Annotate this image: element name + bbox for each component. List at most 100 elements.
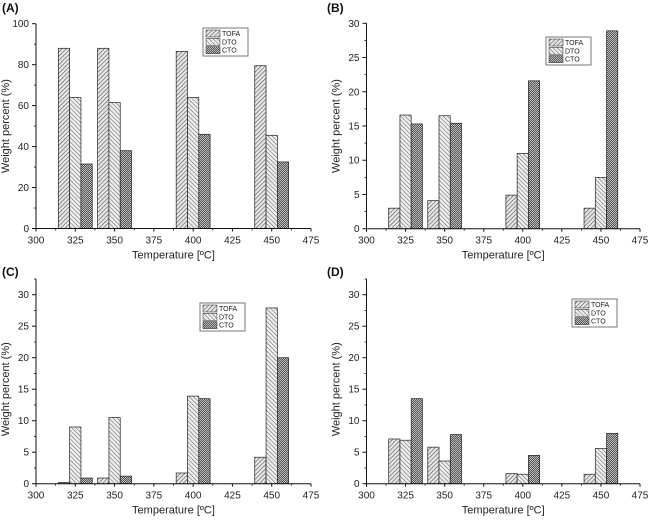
y-tick-label: 100: [12, 19, 29, 30]
legend-label-dto: DTO: [219, 314, 234, 321]
x-tick-label: 350: [106, 491, 123, 502]
y-tick-label: 80: [18, 60, 30, 71]
x-tick-label: 425: [554, 491, 571, 502]
bar-cto-400: [528, 80, 541, 230]
bar-cto-350: [119, 150, 132, 229]
x-tick-label: 375: [475, 236, 492, 247]
x-tick-label: 400: [514, 491, 531, 502]
x-axis-title: Temperature [ºC]: [132, 250, 215, 262]
y-tick-label: 25: [348, 322, 360, 333]
bar-cto-400: [528, 455, 541, 485]
x-tick-label: 375: [146, 236, 163, 247]
y-tick-label: 10: [18, 416, 30, 427]
x-tick-label: 475: [303, 491, 320, 502]
bar-tofa-450: [254, 65, 267, 229]
bar-dto-325: [399, 114, 412, 230]
bar-tofa-450: [583, 207, 596, 230]
legend-label-tofa: TOFA: [591, 302, 609, 309]
x-tick-label: 425: [224, 236, 241, 247]
y-tick-label: 20: [348, 87, 360, 98]
y-tick-label: 0: [23, 479, 29, 490]
panel-a: (A) 300 325 350 375 400 425 450 475 0 20 40 60 80 100 T…: [0, 1, 320, 262]
y-tick-label: 30: [348, 290, 360, 301]
bar-dto-350: [108, 102, 121, 229]
x-tick-label: 325: [397, 236, 414, 247]
y-tick-label: 30: [348, 19, 360, 30]
panel-b: (B) 300 325 350 375 400 425 450 475 0 5 10 15 20 25 30 T…: [327, 1, 649, 262]
y-tick-label: 5: [23, 448, 29, 459]
bar-dto-325: [69, 97, 82, 229]
panel-d: (D) 300 325 350 375 400 425 450 475 0 5 10 15 20 25 30 T…: [327, 265, 649, 517]
y-tick-label: 40: [18, 142, 30, 153]
bar-cto-450: [606, 30, 619, 230]
bar-dto-350: [108, 417, 121, 485]
x-tick-label: 350: [436, 491, 453, 502]
x-tick-label: 475: [632, 236, 649, 247]
x-tick-label: 450: [593, 491, 610, 502]
bar-cto-400: [198, 398, 211, 485]
bar-tofa-350: [427, 200, 440, 230]
bar-cto-450: [277, 161, 290, 229]
x-tick-label: 400: [185, 491, 202, 502]
x-tick-label: 325: [397, 491, 414, 502]
legend-label-cto: CTO: [565, 57, 580, 64]
bar-cto-350: [449, 434, 462, 485]
bar-tofa-350: [97, 477, 110, 485]
bar-cto-325: [80, 477, 93, 485]
bar-tofa-400: [175, 50, 188, 229]
legend-label-tofa: TOFA: [222, 31, 240, 38]
x-tick-label: 425: [554, 236, 571, 247]
x-tick-label: 300: [358, 236, 375, 247]
x-tick-label: 425: [224, 491, 241, 502]
y-axis-title: Weight percent (%): [0, 342, 12, 436]
x-tick-label: 325: [67, 491, 84, 502]
y-tick-label: 25: [18, 322, 30, 333]
panel-label: (D): [327, 265, 344, 279]
panel-label: (C): [2, 265, 19, 279]
x-tick-label: 300: [28, 491, 45, 502]
x-tick-label: 450: [263, 491, 280, 502]
y-axis-title: Weight percent (%): [331, 342, 343, 436]
y-axis-title: Weight percent (%): [0, 79, 12, 173]
bar-tofa-400: [505, 194, 518, 230]
legend-label-dto: DTO: [565, 48, 580, 55]
y-tick-label: 25: [348, 53, 360, 64]
x-axis-title: Temperature [ºC]: [132, 505, 215, 517]
y-tick-label: 0: [23, 224, 29, 235]
x-tick-label: 300: [28, 236, 45, 247]
y-axis-title: Weight percent (%): [331, 79, 343, 173]
legend-label-dto: DTO: [222, 39, 237, 46]
y-tick-label: 0: [354, 479, 360, 490]
y-tick-label: 20: [18, 353, 30, 364]
bar-tofa-450: [583, 473, 596, 485]
y-tick-label: 20: [348, 353, 360, 364]
x-tick-label: 350: [436, 236, 453, 247]
legend-label-cto: CTO: [591, 319, 606, 326]
bar-cto-450: [606, 432, 619, 485]
y-tick-label: 5: [354, 448, 360, 459]
bar-cto-350: [119, 475, 132, 485]
y-tick-label: 15: [348, 385, 360, 396]
bar-tofa-325: [388, 207, 401, 230]
legend-swatch-tofa: [202, 304, 218, 313]
legend-swatch-dto: [548, 47, 564, 55]
bar-cto-325: [80, 163, 93, 229]
x-tick-label: 400: [514, 236, 531, 247]
y-tick-label: 10: [348, 156, 360, 167]
bar-tofa-400: [175, 472, 188, 485]
legend-label-tofa: TOFA: [219, 306, 237, 313]
bar-dto-400: [516, 473, 529, 485]
bar-dto-450: [594, 177, 607, 230]
x-tick-label: 475: [632, 491, 649, 502]
x-tick-label: 350: [106, 236, 123, 247]
y-tick-label: 60: [18, 101, 30, 112]
x-tick-label: 375: [475, 491, 492, 502]
x-tick-label: 375: [146, 491, 163, 502]
legend-swatch-tofa: [205, 29, 221, 38]
bar-dto-450: [265, 134, 278, 229]
x-tick-label: 400: [185, 236, 202, 247]
